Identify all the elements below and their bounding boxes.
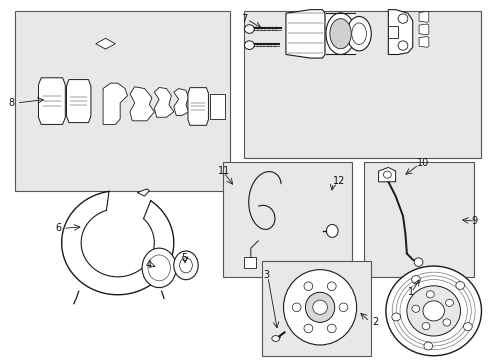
Ellipse shape — [244, 25, 254, 33]
Ellipse shape — [327, 282, 335, 291]
Polygon shape — [187, 87, 208, 125]
Ellipse shape — [292, 303, 301, 312]
Text: 10: 10 — [416, 158, 428, 168]
Ellipse shape — [329, 19, 350, 49]
Ellipse shape — [426, 291, 433, 298]
Polygon shape — [137, 189, 149, 196]
Ellipse shape — [271, 336, 279, 341]
Text: 3: 3 — [263, 270, 268, 280]
Text: 8: 8 — [8, 98, 14, 108]
Text: 12: 12 — [332, 176, 345, 186]
Ellipse shape — [421, 323, 429, 330]
Bar — [261, 261, 370, 356]
Ellipse shape — [312, 300, 327, 315]
Ellipse shape — [305, 292, 334, 322]
Text: 1: 1 — [407, 287, 413, 297]
Text: 4: 4 — [146, 260, 152, 270]
Bar — [243, 257, 255, 268]
Ellipse shape — [391, 313, 400, 321]
Ellipse shape — [304, 282, 312, 291]
Ellipse shape — [413, 258, 422, 266]
Ellipse shape — [326, 225, 337, 237]
Polygon shape — [387, 10, 412, 54]
Text: 9: 9 — [470, 216, 477, 226]
Ellipse shape — [411, 305, 419, 312]
Ellipse shape — [283, 270, 356, 345]
Text: 5: 5 — [181, 253, 187, 263]
Ellipse shape — [325, 13, 354, 54]
Bar — [244, 12, 480, 158]
Ellipse shape — [173, 251, 198, 280]
Ellipse shape — [442, 319, 450, 326]
Ellipse shape — [455, 282, 464, 289]
Ellipse shape — [142, 248, 176, 288]
Polygon shape — [285, 10, 325, 58]
Bar — [222, 162, 351, 277]
Ellipse shape — [244, 41, 254, 49]
Bar — [210, 94, 224, 119]
Ellipse shape — [338, 303, 347, 312]
Ellipse shape — [445, 299, 452, 306]
Bar — [363, 162, 473, 277]
Ellipse shape — [383, 171, 390, 178]
Polygon shape — [130, 87, 154, 121]
Polygon shape — [387, 26, 397, 39]
Ellipse shape — [423, 342, 432, 350]
Ellipse shape — [397, 41, 407, 50]
Ellipse shape — [422, 301, 444, 321]
Polygon shape — [418, 24, 428, 35]
Ellipse shape — [406, 286, 460, 336]
Text: 2: 2 — [371, 317, 378, 327]
Polygon shape — [173, 89, 188, 116]
Polygon shape — [103, 83, 127, 125]
Ellipse shape — [148, 255, 170, 281]
Text: 7: 7 — [241, 14, 247, 24]
Polygon shape — [154, 87, 173, 117]
Ellipse shape — [346, 17, 370, 51]
Polygon shape — [325, 13, 354, 54]
Text: 11: 11 — [218, 166, 230, 176]
Ellipse shape — [304, 324, 312, 333]
Ellipse shape — [210, 98, 224, 116]
Text: 6: 6 — [56, 224, 62, 233]
Ellipse shape — [351, 23, 366, 44]
Polygon shape — [39, 78, 65, 125]
Ellipse shape — [179, 258, 192, 273]
Polygon shape — [418, 37, 428, 47]
Polygon shape — [96, 39, 115, 49]
Polygon shape — [418, 12, 428, 22]
Polygon shape — [378, 167, 395, 182]
Ellipse shape — [463, 323, 471, 330]
Ellipse shape — [327, 324, 335, 333]
Ellipse shape — [385, 266, 481, 356]
Bar — [15, 12, 229, 191]
Ellipse shape — [397, 14, 407, 23]
Ellipse shape — [411, 275, 420, 283]
Polygon shape — [66, 80, 91, 123]
